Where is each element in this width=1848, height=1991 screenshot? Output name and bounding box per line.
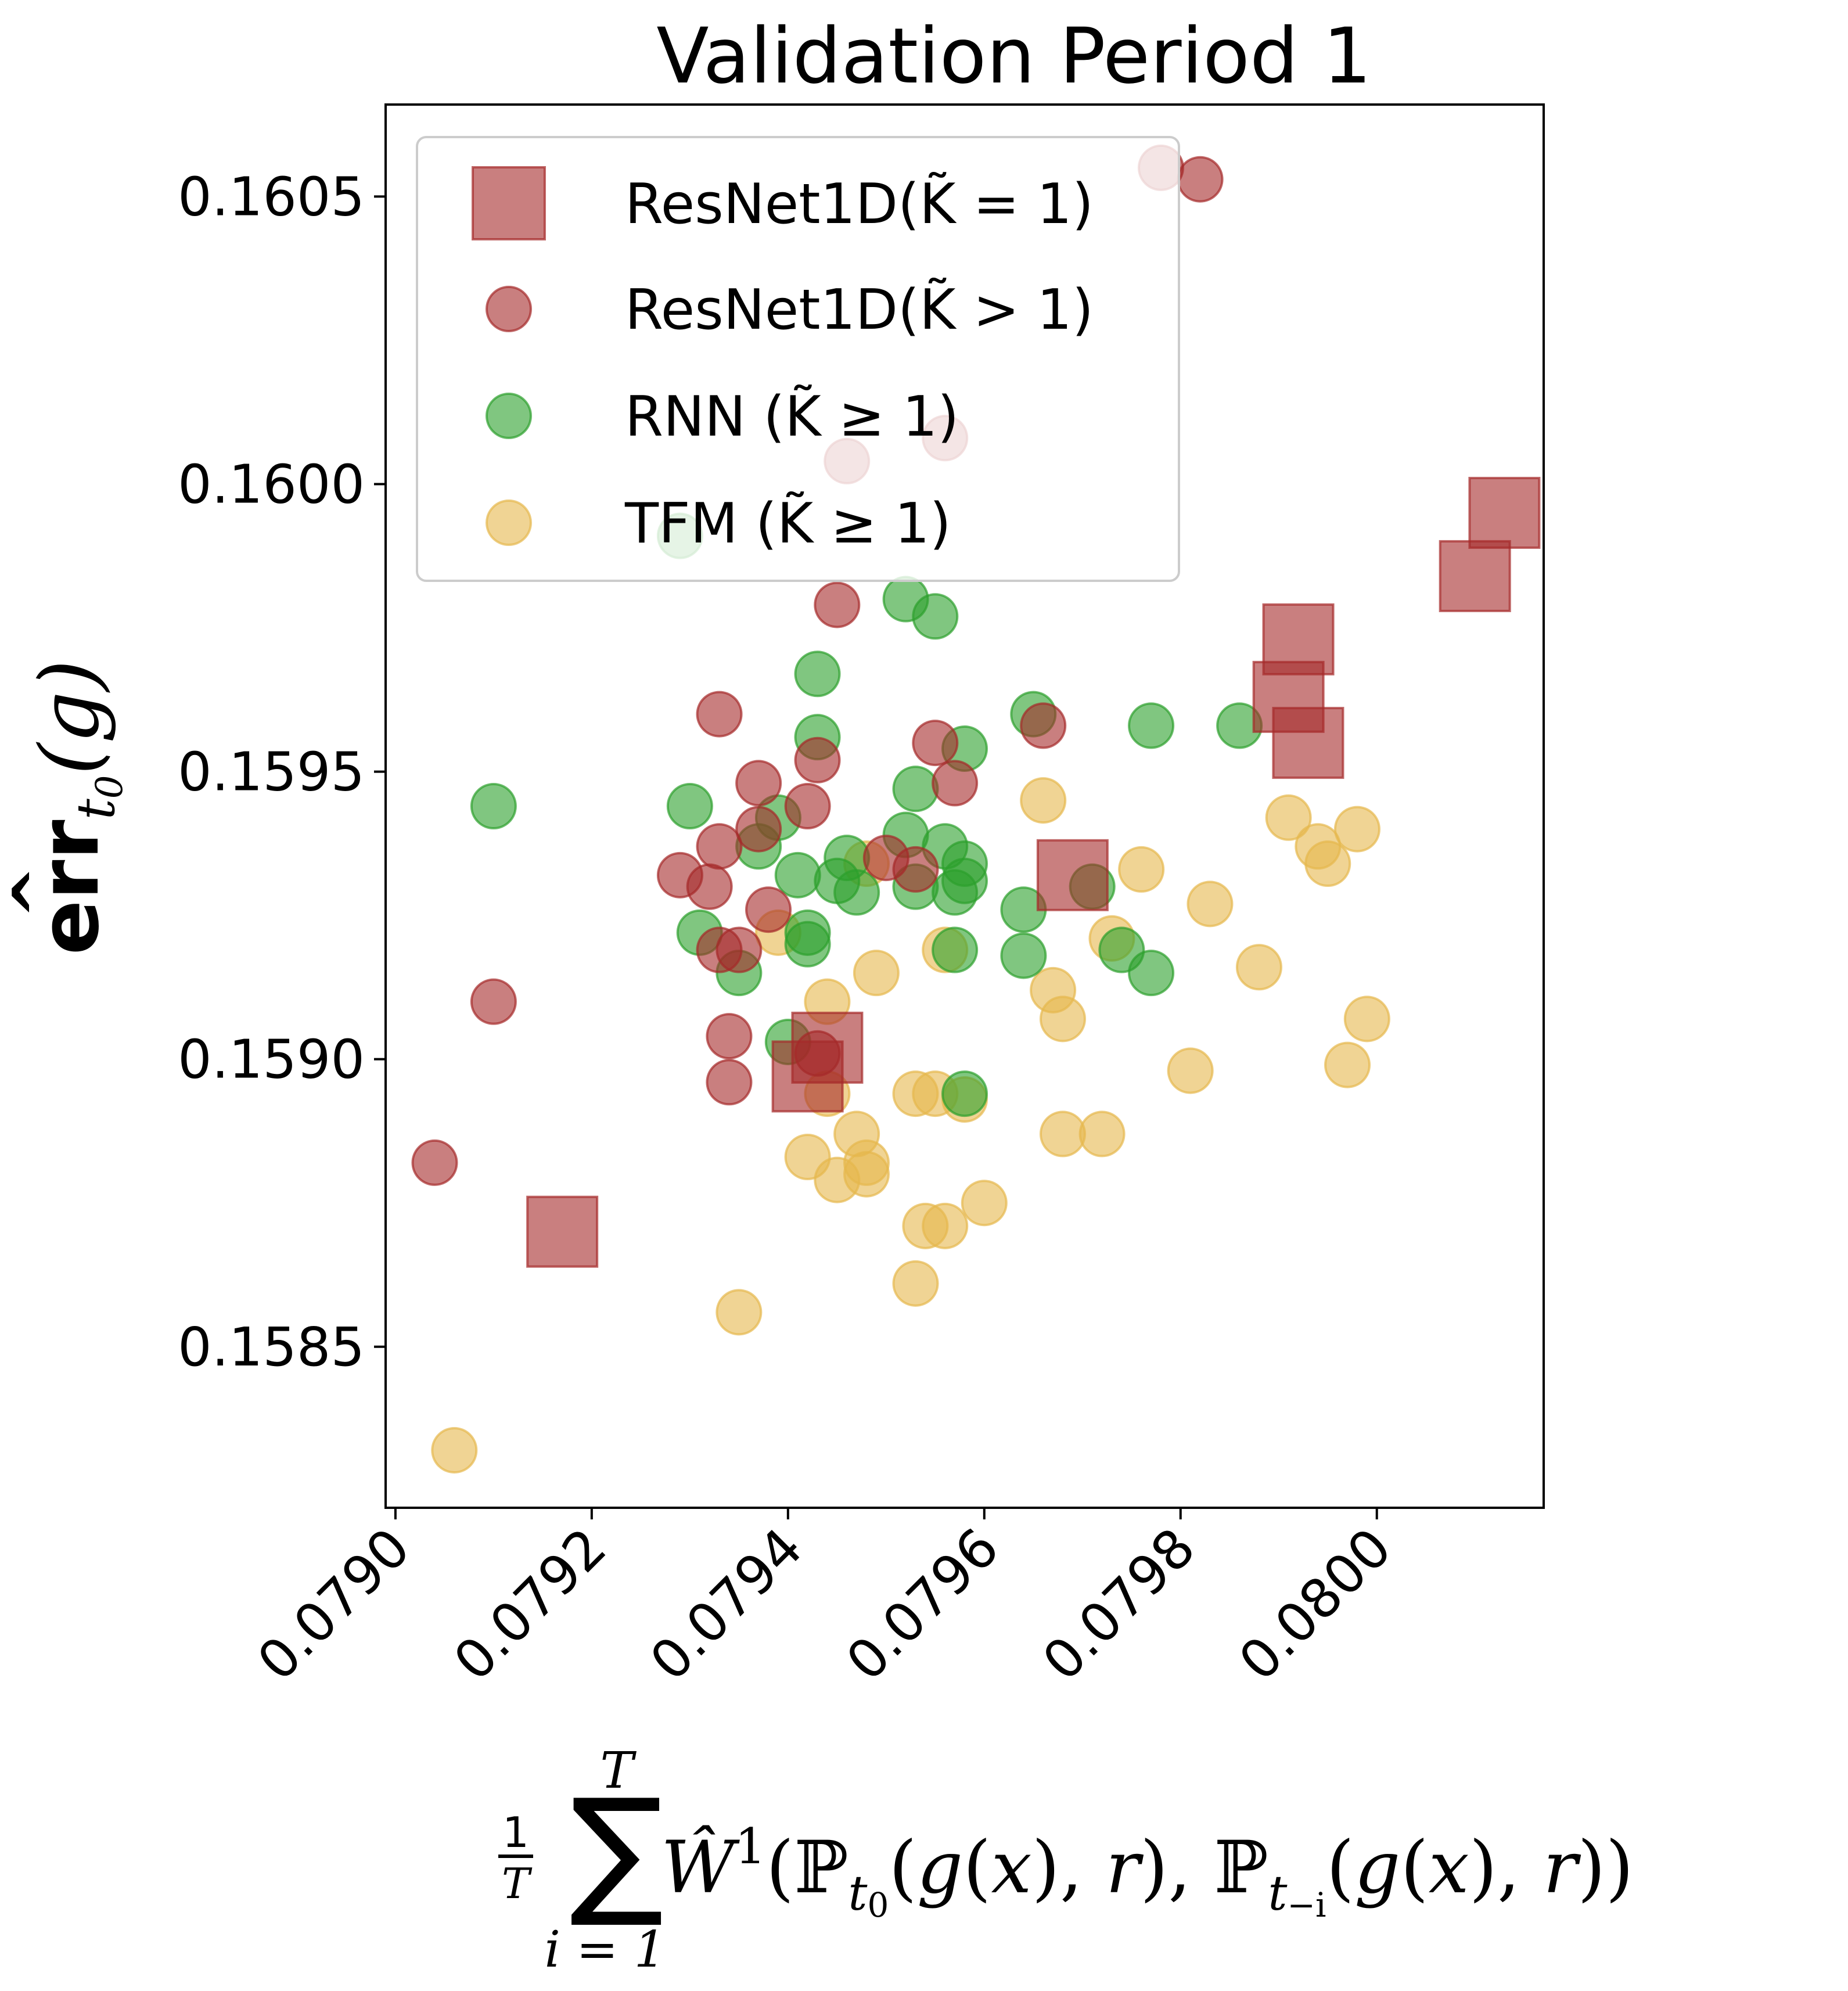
data-point-1-4 [1036, 839, 1109, 911]
legend-label-1: ResNet1D(K̃ = 1) [625, 172, 1094, 236]
y-tick-label-2: 0.1590 [178, 1029, 365, 1091]
data-point-2-10 [716, 926, 763, 973]
data-point-4-13 [892, 1260, 939, 1307]
data-point-3-1 [470, 783, 517, 829]
data-point-3-9 [774, 851, 821, 899]
y-tick-label-1: 0.1585 [178, 1316, 365, 1378]
data-point-1-1 [526, 1195, 599, 1268]
legend-marker-1 [472, 166, 546, 240]
data-point-3-13 [794, 651, 841, 698]
data-point-3-11 [784, 909, 831, 956]
data-point-3-30 [1000, 932, 1047, 979]
x-axis-label-frac-num: 1 [502, 1808, 529, 1857]
data-point-1-6 [1262, 603, 1335, 675]
data-point-2-8 [706, 1013, 753, 1060]
x-axis-label-expr: Ŵ1(ℙt0(g(x), r), ℙt−i(g(x), r)) [661, 1818, 1634, 1925]
data-point-4-18 [922, 1202, 969, 1249]
data-point-1-3 [791, 1011, 864, 1084]
data-point-3-3 [666, 783, 713, 829]
data-point-1-7 [1272, 707, 1344, 779]
data-point-2-16 [794, 736, 841, 784]
legend-marker-2 [486, 286, 532, 332]
x-axis-label-sum-top: T [600, 1742, 637, 1800]
data-point-2-4 [686, 863, 733, 910]
data-point-2-26 [1177, 156, 1224, 203]
y-tick-label-5: 0.1605 [178, 166, 365, 228]
data-point-2-20 [892, 846, 939, 893]
data-point-4-27 [1118, 846, 1165, 893]
data-point-4-31 [1265, 794, 1312, 841]
y-tick-label-4: 0.1600 [178, 454, 365, 516]
data-point-2-23 [932, 760, 979, 807]
data-point-4-21 [1020, 777, 1067, 824]
y-axis-ticks: 0.1585 0.1590 0.1595 0.1600 0.1605 [178, 166, 386, 1378]
legend-marker-4 [486, 499, 532, 546]
x-axis-label-sum-bottom: i = 1 [545, 1921, 666, 1979]
chart-title: Validation Period 1 [656, 12, 1371, 101]
legend-label-4: TFM (K̃ ≥ 1) [624, 492, 951, 556]
x-tick-label-4: 0.0796 [835, 1516, 1011, 1692]
data-point-2-7 [696, 691, 743, 738]
x-tick-label-3: 0.0794 [638, 1516, 814, 1692]
data-point-4-10 [843, 1139, 890, 1186]
x-tick-label-5: 0.0798 [1031, 1516, 1207, 1692]
markers-layer [411, 144, 1541, 1474]
data-point-3-35 [1128, 702, 1175, 749]
data-point-2-1 [411, 1139, 458, 1186]
data-point-4-33 [1304, 840, 1351, 887]
data-point-2-13 [745, 886, 792, 933]
y-tick-label-3: 0.1595 [178, 741, 365, 803]
data-point-3-34 [1128, 950, 1175, 997]
data-point-2-11 [735, 760, 782, 807]
x-axis-label-sum: ∑ [570, 1769, 664, 1931]
data-point-2-21 [912, 720, 959, 767]
x-axis-label: 1 T T ∑ i = 1 Ŵ1(ℙt0(g(x), r), ℙt−i(g(x)… [498, 1742, 1634, 1979]
data-point-2-14 [784, 783, 831, 829]
data-point-3-28 [941, 1070, 988, 1117]
x-tick-label-2: 0.0792 [442, 1516, 618, 1692]
legend-frame [416, 136, 1180, 582]
data-point-3-21 [912, 593, 959, 640]
legend-entries: ResNet1D(K̃ = 1) ResNet1D(K̃ > 1) RNN (K̃ … [472, 166, 1094, 556]
data-point-4-30 [1235, 944, 1282, 991]
y-axis-label-hat: ^ [0, 865, 73, 919]
data-point-4-25 [1078, 1110, 1126, 1158]
data-point-3-24 [932, 926, 979, 973]
legend-label-2: ResNet1D(K̃ > 1) [625, 278, 1094, 342]
data-point-3-19 [892, 766, 939, 813]
x-axis-ticks: 0.0790 0.0792 0.0794 0.0796 0.0798 0.0800 [246, 1508, 1403, 1692]
data-point-4-12 [853, 950, 900, 997]
y-axis-label-text: errt0(g) [23, 660, 131, 955]
data-point-4-34 [1324, 1041, 1371, 1088]
data-point-4-35 [1333, 806, 1380, 853]
data-point-1-8 [1439, 540, 1511, 612]
data-point-4-1 [431, 1426, 478, 1474]
data-point-2-6 [696, 823, 743, 870]
data-point-3-27 [941, 840, 988, 887]
data-point-4-20 [961, 1180, 1008, 1227]
x-tick-label-1: 0.0790 [246, 1516, 422, 1692]
data-point-2-24 [1020, 702, 1067, 749]
x-tick-label-6: 0.0800 [1227, 1516, 1403, 1692]
data-point-2-17 [814, 581, 861, 628]
x-axis-label-frac-den: T [502, 1859, 533, 1908]
data-point-4-28 [1167, 1047, 1214, 1094]
legend-marker-3 [486, 393, 532, 439]
data-point-4-36 [1343, 995, 1390, 1043]
legend: ResNet1D(K̃ = 1) ResNet1D(K̃ > 1) RNN (K̃ … [416, 136, 1180, 582]
data-point-4-29 [1187, 881, 1234, 928]
data-point-2-9 [706, 1059, 753, 1106]
data-point-2-12 [735, 806, 782, 853]
data-point-4-2 [716, 1289, 763, 1336]
data-point-2-2 [470, 978, 517, 1025]
data-point-4-24 [1039, 1110, 1086, 1158]
legend-label-3: RNN (K̃ ≥ 1) [625, 385, 959, 449]
data-point-3-16 [833, 869, 880, 916]
data-point-1-9 [1468, 477, 1541, 549]
data-point-4-23 [1039, 995, 1086, 1043]
y-axis-label: errt0(g) ^ [0, 660, 131, 955]
